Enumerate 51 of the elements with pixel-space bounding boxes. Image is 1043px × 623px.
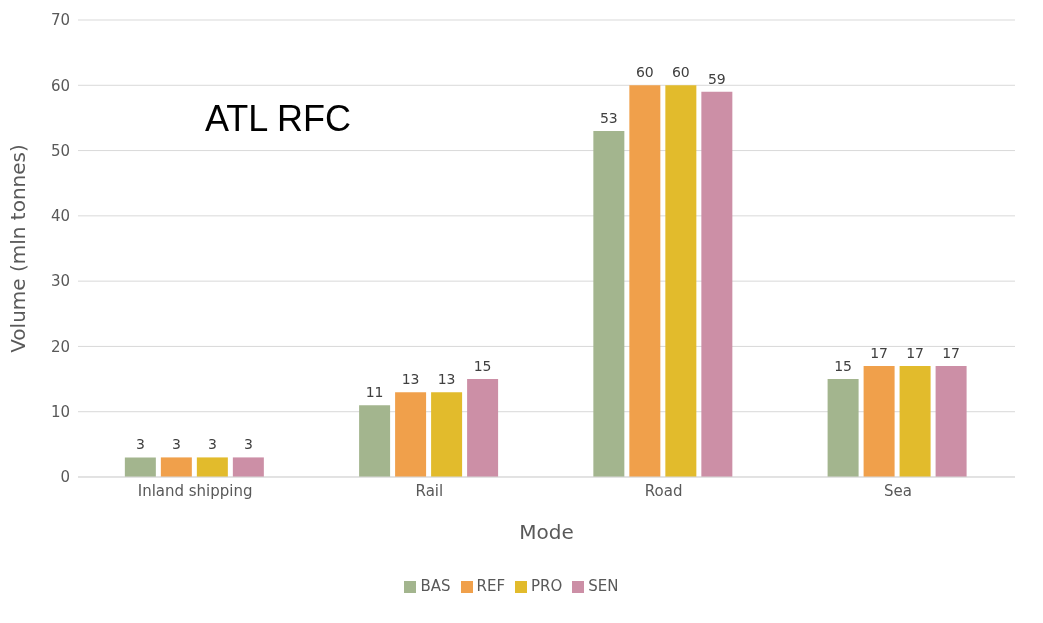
data-label: 60 (671, 64, 690, 81)
bar (665, 85, 697, 477)
data-label: 3 (207, 436, 217, 453)
x-tick-label: Inland shipping (137, 481, 253, 500)
data-label: 15 (834, 358, 853, 375)
legend-label: REF (476, 577, 506, 595)
data-label: 3 (243, 436, 253, 453)
data-label: 17 (870, 345, 889, 362)
legend-label: PRO (531, 577, 563, 595)
x-tick-label: Rail (415, 481, 444, 500)
bar (863, 366, 895, 477)
bar (935, 366, 967, 477)
legend-label: SEN (588, 577, 619, 595)
legend-label: BAS (420, 577, 451, 595)
bar (395, 392, 427, 477)
data-label: 17 (906, 345, 925, 362)
annotation: ATL RFC (205, 98, 352, 140)
bar (124, 457, 156, 477)
data-label: 13 (437, 371, 456, 388)
y-tick-label: 0 (60, 468, 70, 487)
x-tick-label: Road (644, 481, 683, 500)
y-tick-label: 50 (50, 141, 70, 160)
y-tick-label: 60 (50, 76, 70, 95)
bar (431, 392, 463, 477)
data-label: 59 (707, 70, 726, 87)
bar (467, 379, 499, 477)
bar (160, 457, 192, 477)
bar (899, 366, 931, 477)
data-label: 15 (473, 358, 492, 375)
bar (593, 130, 625, 477)
bar (827, 379, 859, 477)
data-label: 3 (135, 436, 145, 453)
y-tick-label: 70 (50, 11, 70, 30)
data-label: 3 (171, 436, 181, 453)
bar (629, 85, 661, 477)
data-label: 53 (599, 109, 618, 126)
x-axis-title: Mode (519, 520, 574, 545)
data-label: 11 (365, 384, 384, 401)
bar (232, 457, 264, 477)
data-label: 13 (401, 371, 420, 388)
y-axis-title: Volume (mln tonnes) (6, 144, 31, 353)
bar (196, 457, 228, 477)
data-label: 17 (942, 345, 961, 362)
x-tick-label: Sea (883, 481, 912, 500)
bar (701, 91, 733, 477)
y-tick-label: 30 (50, 272, 70, 291)
y-tick-label: 40 (50, 207, 70, 226)
bar (359, 405, 391, 477)
data-label: 60 (635, 64, 654, 81)
y-tick-label: 10 (50, 403, 70, 422)
y-tick-label: 20 (50, 337, 70, 356)
